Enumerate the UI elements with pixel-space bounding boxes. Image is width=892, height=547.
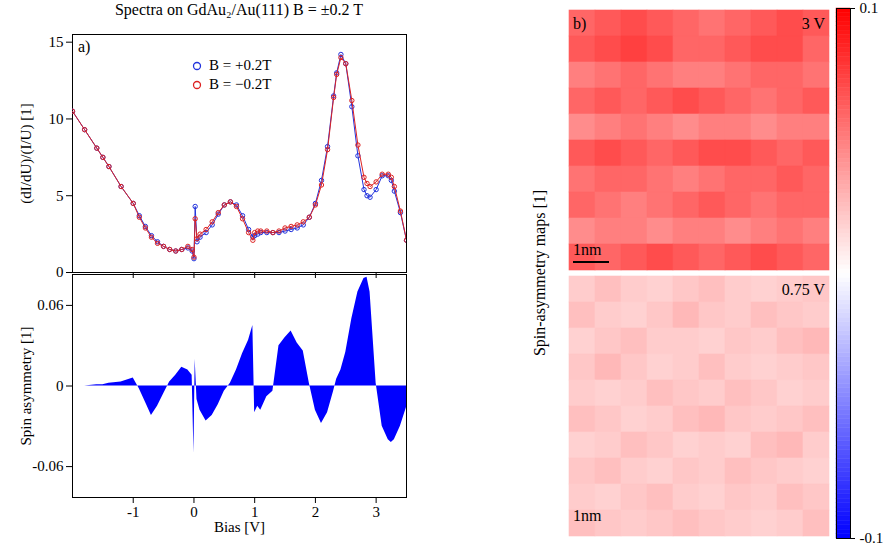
svg-text:Spin asymmetry [1]: Spin asymmetry [1] xyxy=(18,326,34,445)
svg-text:15: 15 xyxy=(49,34,64,50)
svg-text:-0.1: -0.1 xyxy=(860,530,884,546)
svg-text:0.1: 0.1 xyxy=(860,0,879,16)
html-text:1nm: 1nm xyxy=(573,241,602,258)
html-text:Spectra on GdAu₂/Au(111) B = ±: Spectra on GdAu₂/Au(111) B = ±0.2 T xyxy=(115,1,363,18)
svg-text:0: 0 xyxy=(56,264,64,280)
svg-text:0.06: 0.06 xyxy=(37,297,64,313)
html-text:B = −0.2T: B = −0.2T xyxy=(209,76,272,92)
svg-text:-1: -1 xyxy=(127,504,140,520)
svg-text:5: 5 xyxy=(56,188,64,204)
html-text:0.75 V: 0.75 V xyxy=(781,281,825,298)
svg-text:Bias [V]: Bias [V] xyxy=(214,519,265,535)
svg-text:0: 0 xyxy=(56,378,64,394)
svg-text:10: 10 xyxy=(49,111,64,127)
html-text:Spin-asymmetry maps [1]: Spin-asymmetry maps [1] xyxy=(531,189,548,357)
svg-text:3: 3 xyxy=(372,504,380,520)
html-text:B = +0.2T: B = +0.2T xyxy=(209,57,272,73)
html-text:3 V: 3 V xyxy=(801,15,825,32)
svg-text:2: 2 xyxy=(312,504,320,520)
svg-text:1: 1 xyxy=(250,504,259,521)
html-text:a): a) xyxy=(78,38,91,55)
html-text:1nm: 1nm xyxy=(573,507,602,524)
svg-text:(dI/dU)/(I/U) [1]: (dI/dU)/(I/U) [1] xyxy=(18,103,35,203)
svg-text:0: 0 xyxy=(190,504,198,520)
html-text:b): b) xyxy=(573,15,587,32)
svg-text:-0.06: -0.06 xyxy=(32,458,64,474)
